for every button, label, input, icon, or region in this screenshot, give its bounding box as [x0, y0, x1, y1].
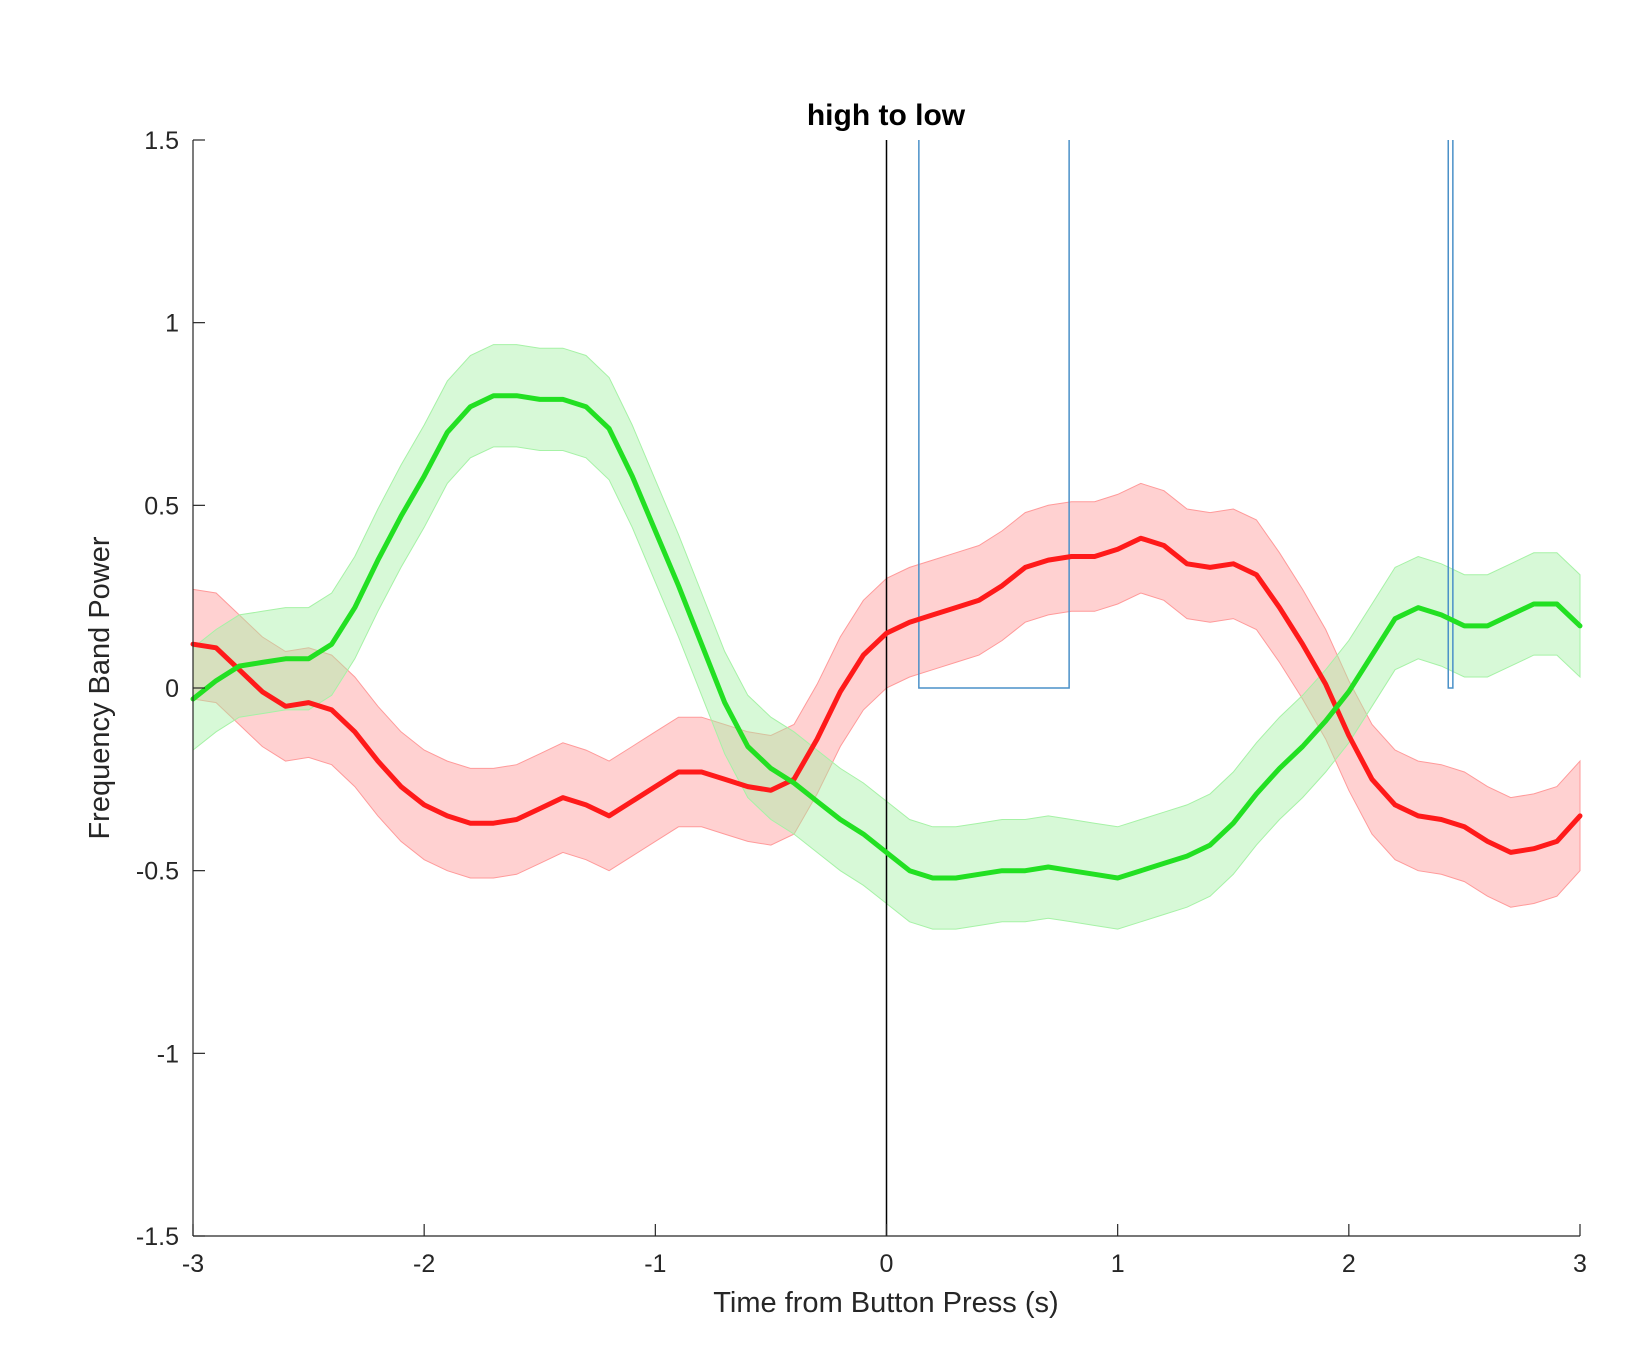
x-tick-label: -1	[644, 1250, 666, 1278]
y-tick-label: 1	[165, 310, 179, 338]
chart-title: high to low	[807, 99, 966, 132]
y-tick-label: 1.5	[144, 127, 179, 155]
y-tick-label: 0.5	[144, 492, 179, 520]
x-tick-label: 1	[1111, 1250, 1125, 1278]
x-tick-label: 2	[1342, 1250, 1356, 1278]
x-tick-label: 0	[880, 1250, 894, 1278]
y-axis-label: Frequency Band Power	[84, 536, 116, 839]
y-tick-label: -1	[157, 1040, 179, 1068]
y-tick-label: -0.5	[136, 858, 179, 886]
x-axis-label: Time from Button Press (s)	[713, 1287, 1058, 1319]
y-tick-label: -1.5	[136, 1223, 179, 1251]
y-tick-label: 0	[165, 675, 179, 703]
x-tick-label: -2	[413, 1250, 435, 1278]
x-tick-label: 3	[1573, 1250, 1587, 1278]
x-tick-label: -3	[182, 1250, 204, 1278]
